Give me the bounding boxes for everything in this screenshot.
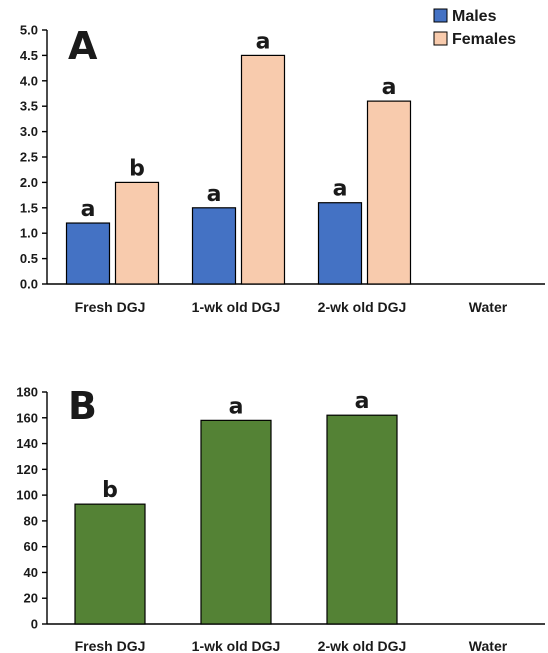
x-tick-label: 1-wk old DGJ	[192, 299, 281, 315]
y-tick-label: 4.0	[20, 73, 38, 88]
significance-label: a	[207, 182, 222, 207]
y-tick-label: 2.5	[20, 150, 38, 165]
y-tick-label: 4.5	[20, 48, 38, 63]
significance-label: b	[102, 478, 118, 503]
y-tick-label: 3.0	[20, 124, 38, 139]
y-tick-label: 40	[24, 565, 38, 580]
significance-label: b	[129, 156, 145, 181]
chart-panel-a: 0.0 0.5 1.0 1.5 2.0 2.5 3.0 3.5 4.0 4.5 5.0 Fresh D…	[20, 8, 545, 315]
bar-females	[240, 54, 286, 285]
bar-females	[114, 181, 160, 285]
bar-value	[74, 503, 146, 625]
legend-label: Males	[452, 8, 497, 25]
panel-label: A	[68, 24, 98, 68]
bar-males	[317, 202, 363, 285]
y-tick-label: 80	[24, 513, 38, 528]
significance-label: a	[256, 29, 271, 54]
legend-swatch	[433, 31, 448, 46]
x-tick-label: Water	[469, 638, 508, 653]
x-tick-label: 1-wk old DGJ	[192, 638, 281, 653]
significance-label: a	[355, 389, 370, 414]
y-tick-label: 20	[24, 591, 38, 606]
y-tick-label: 5.0	[20, 23, 38, 38]
significance-label: a	[382, 75, 397, 100]
x-tick-label: 2-wk old DGJ	[318, 299, 407, 315]
chart-panel-b: 0 20 40 60 80 100 120 140 160 180 Fresh DGJ b 1-wk o…	[16, 384, 545, 653]
bar-males	[191, 207, 237, 285]
y-tick-label: 0.0	[20, 277, 38, 292]
significance-label: a	[229, 394, 244, 419]
bar-value	[200, 419, 272, 625]
panel-label: B	[68, 384, 97, 428]
y-tick-label: 180	[16, 385, 38, 400]
significance-label: a	[333, 177, 348, 202]
y-tick-label: 1.5	[20, 200, 38, 215]
bar-females	[366, 100, 412, 285]
legend-swatch	[433, 8, 448, 23]
y-tick-label: 140	[16, 436, 38, 451]
significance-label: a	[81, 197, 96, 222]
y-tick-label: 0	[31, 617, 38, 632]
y-tick-label: 2.0	[20, 175, 38, 190]
x-tick-label: Water	[469, 299, 508, 315]
bar-males	[65, 222, 111, 285]
y-tick-label: 160	[16, 410, 38, 425]
legend-label: Females	[452, 31, 516, 48]
legend: Males Females	[433, 8, 516, 48]
y-tick-label: 3.5	[20, 99, 38, 114]
x-tick-label: 2-wk old DGJ	[318, 638, 407, 653]
y-tick-label: 120	[16, 462, 38, 477]
x-tick-label: Fresh DGJ	[75, 638, 146, 653]
y-tick-label: 1.0	[20, 226, 38, 241]
x-tick-label: Fresh DGJ	[75, 299, 146, 315]
y-tick-label: 100	[16, 488, 38, 503]
y-tick-label: 0.5	[20, 251, 38, 266]
bar-value	[326, 414, 398, 625]
y-tick-label: 60	[24, 539, 38, 554]
